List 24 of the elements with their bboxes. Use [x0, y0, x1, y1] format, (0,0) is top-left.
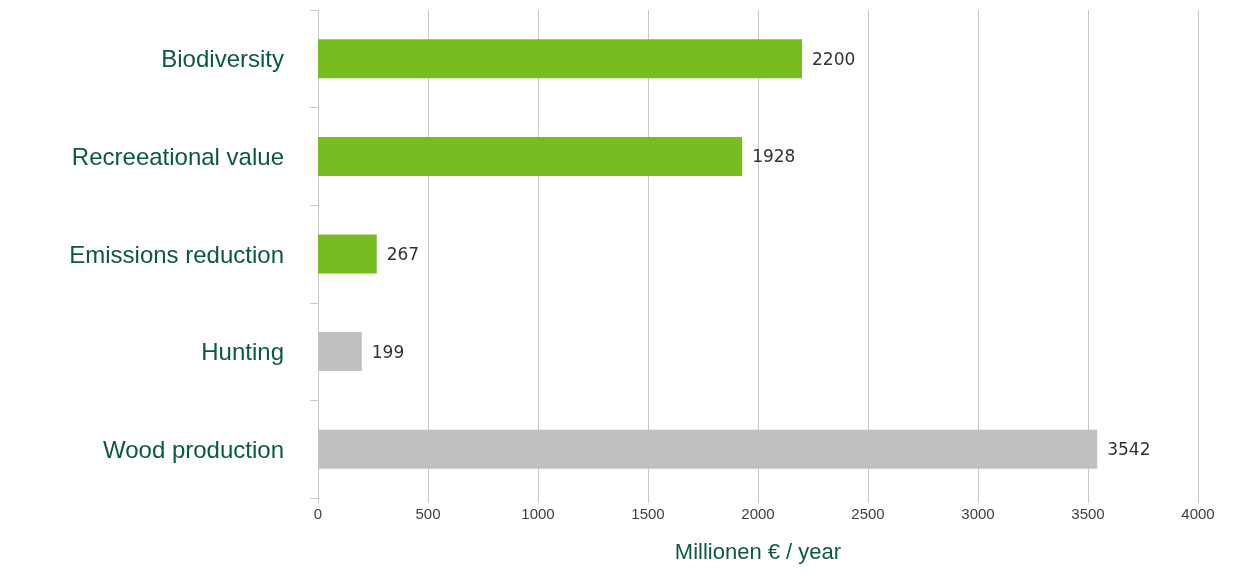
data-label: 1928 [752, 146, 796, 167]
data-label: 2200 [812, 48, 856, 69]
y-tick-label: Wood production [102, 435, 284, 463]
y-tick-label: Biodiversity [161, 45, 284, 73]
bar [318, 136, 743, 176]
x-tick-label: 3000 [961, 505, 995, 522]
y-tick-label: Emissions reduction [69, 240, 284, 268]
x-tick-label: 4000 [1181, 505, 1215, 522]
data-label: 199 [371, 341, 405, 362]
data-label: 3542 [1107, 439, 1151, 460]
y-tick-label: Hunting [201, 338, 284, 366]
x-tick-label: 3500 [1071, 505, 1105, 522]
bar [318, 332, 362, 372]
bar [318, 234, 377, 274]
x-tick-label: 2000 [741, 505, 775, 522]
y-tick-label: Recreeational value [71, 142, 284, 170]
x-tick-label: 1500 [631, 505, 665, 522]
x-tick-label: 500 [415, 505, 441, 522]
x-tick-label: 1000 [521, 505, 555, 522]
data-label: 267 [386, 244, 420, 264]
x-axis-title: Millionen € / year [674, 538, 842, 564]
x-tick-label: 0 [313, 505, 323, 522]
x-tick-label: 2500 [851, 505, 885, 522]
bar [318, 39, 802, 79]
